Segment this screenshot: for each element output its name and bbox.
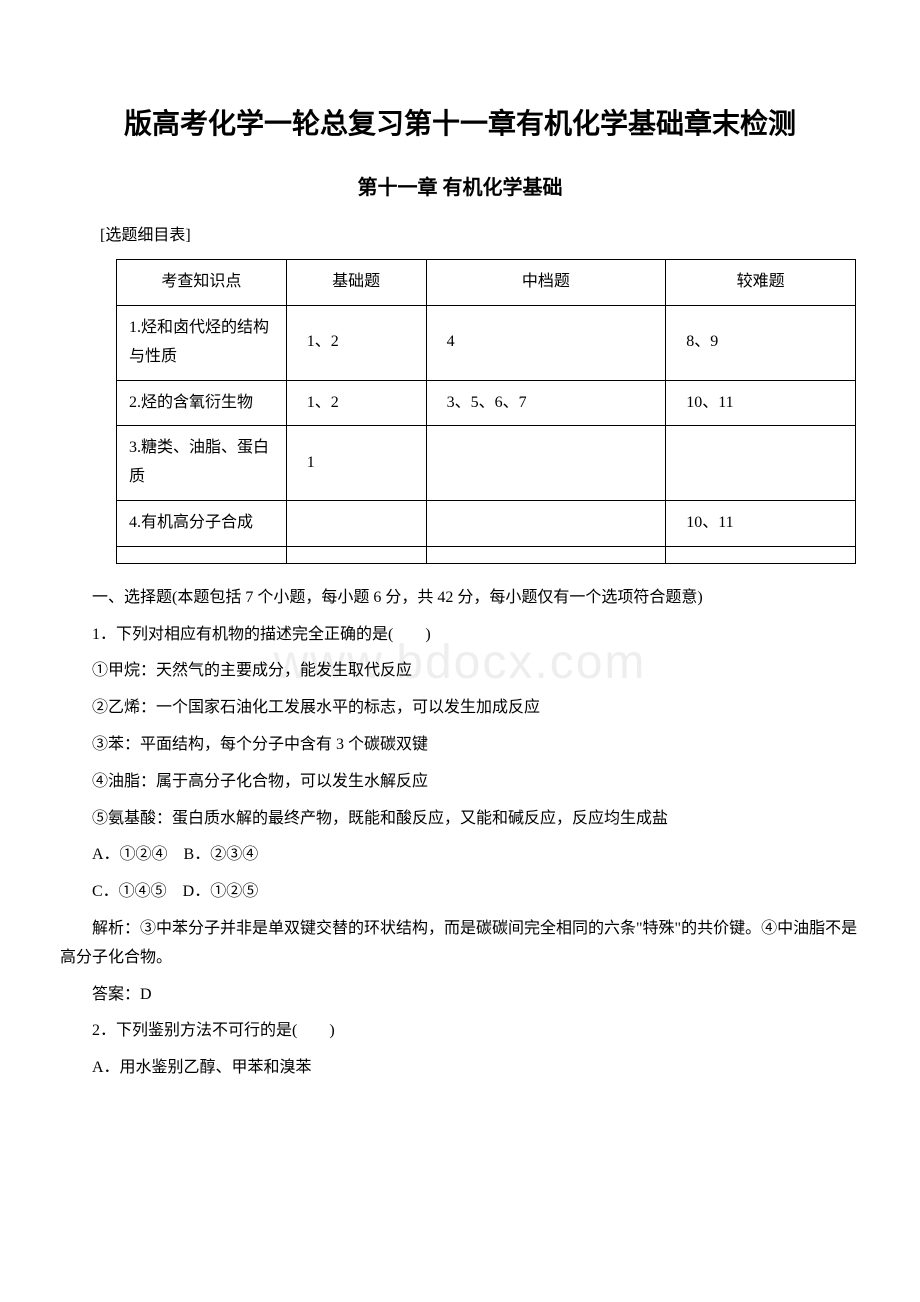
cell-basic: 1、2 — [286, 380, 426, 426]
q2-stem: 2．下列鉴别方法不可行的是( ) — [60, 1017, 860, 1046]
q1-stem: 1．下列对相应有机物的描述完全正确的是( ) — [60, 621, 860, 650]
table-row: 3.糖类、油脂、蛋白质 1 — [117, 426, 856, 501]
cell-hard — [666, 546, 856, 563]
cell-topic: 1.烃和卤代烃的结构与性质 — [117, 305, 287, 380]
cell-basic — [286, 546, 426, 563]
q1-item: ③苯：平面结构，每个分子中含有 3 个碳碳双键 — [60, 731, 860, 760]
th-hard: 较难题 — [666, 260, 856, 306]
th-topic: 考查知识点 — [117, 260, 287, 306]
table-row: 1.烃和卤代烃的结构与性质 1、2 4 8、9 — [117, 305, 856, 380]
q1-item: ④油脂：属于高分子化合物，可以发生水解反应 — [60, 768, 860, 797]
table-row: 2.烃的含氧衍生物 1、2 3、5、6、7 10、11 — [117, 380, 856, 426]
q1-item: ⑤氨基酸：蛋白质水解的最终产物，既能和酸反应，又能和碱反应，反应均生成盐 — [60, 805, 860, 834]
cell-topic — [117, 546, 287, 563]
cell-medium — [426, 426, 666, 501]
topic-table: 考查知识点 基础题 中档题 较难题 1.烃和卤代烃的结构与性质 1、2 4 8、… — [116, 259, 856, 564]
page-title: 版高考化学一轮总复习第十一章有机化学基础章末检测 — [60, 100, 860, 150]
q1-item: ②乙烯：一个国家石油化工发展水平的标志，可以发生加成反应 — [60, 694, 860, 723]
table-header-row: 考查知识点 基础题 中档题 较难题 — [117, 260, 856, 306]
table-row: 4.有机高分子合成 10、11 — [117, 500, 856, 546]
q2-option: A．用水鉴别乙醇、甲苯和溴苯 — [60, 1054, 860, 1083]
cell-topic: 2.烃的含氧衍生物 — [117, 380, 287, 426]
cell-topic: 4.有机高分子合成 — [117, 500, 287, 546]
cell-topic: 3.糖类、油脂、蛋白质 — [117, 426, 287, 501]
q1-options: C．①④⑤ D．①②⑤ — [60, 878, 860, 907]
cell-hard: 8、9 — [666, 305, 856, 380]
table-label: [选题细目表] — [100, 222, 860, 251]
cell-medium: 4 — [426, 305, 666, 380]
q1-explain: 解析：③中苯分子并非是单双键交替的环状结构，而是碳碳间完全相同的六条"特殊"的共… — [60, 915, 860, 973]
cell-hard — [666, 426, 856, 501]
cell-hard: 10、11 — [666, 500, 856, 546]
cell-medium — [426, 546, 666, 563]
cell-basic: 1、2 — [286, 305, 426, 380]
q1-item: ①甲烷：天然气的主要成分，能发生取代反应 — [60, 657, 860, 686]
cell-medium: 3、5、6、7 — [426, 380, 666, 426]
th-basic: 基础题 — [286, 260, 426, 306]
cell-basic: 1 — [286, 426, 426, 501]
cell-medium — [426, 500, 666, 546]
section-intro: 一、选择题(本题包括 7 个小题，每小题 6 分，共 42 分，每小题仅有一个选… — [60, 584, 860, 613]
th-medium: 中档题 — [426, 260, 666, 306]
q1-options: A．①②④ B．②③④ — [60, 841, 860, 870]
q1-answer: 答案：D — [60, 981, 860, 1010]
cell-hard: 10、11 — [666, 380, 856, 426]
table-row — [117, 546, 856, 563]
cell-basic — [286, 500, 426, 546]
chapter-subtitle: 第十一章 有机化学基础 — [60, 170, 860, 206]
